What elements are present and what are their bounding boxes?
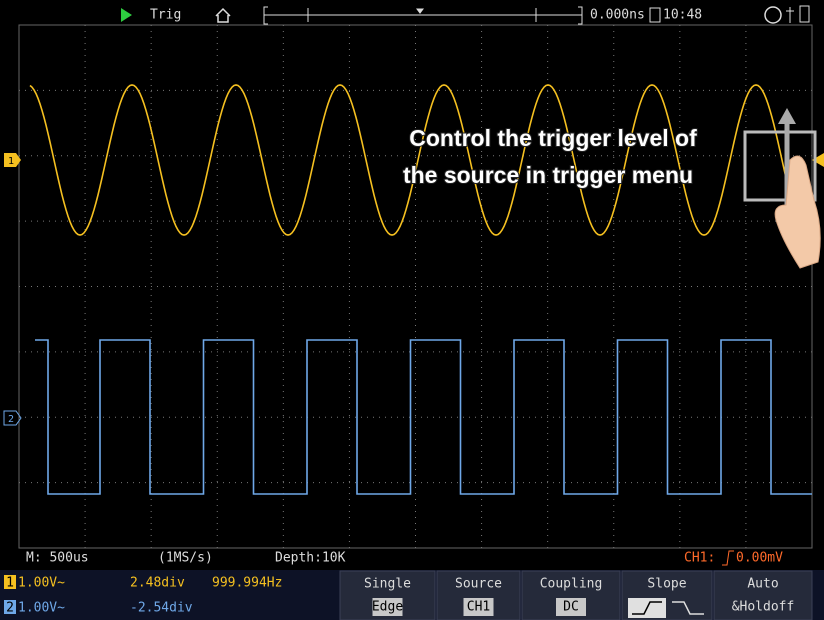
time-offset: 0.000ns bbox=[590, 8, 645, 23]
ch1-badge-label: 1 bbox=[6, 576, 14, 591]
annotation-line: the source in trigger menu bbox=[403, 162, 693, 188]
softkey-label: Auto bbox=[747, 577, 778, 592]
softkey-label: Source bbox=[455, 577, 502, 592]
ch1-scale: 1.00V~ bbox=[18, 576, 65, 591]
annotation-line: Control the trigger level of bbox=[409, 125, 697, 151]
ch2-badge-label: 2 bbox=[6, 601, 14, 616]
clock: 10:48 bbox=[663, 8, 702, 23]
ch1-position: 2.48div bbox=[130, 576, 185, 591]
softkey-label: Coupling bbox=[540, 577, 603, 592]
softkey-value: CH1 bbox=[467, 600, 490, 615]
softkey-value: &Holdoff bbox=[732, 600, 795, 615]
sample-rate: (1MS/s) bbox=[158, 551, 213, 566]
trigger-source: CH1: bbox=[684, 551, 715, 566]
softkey-value: Edge bbox=[372, 600, 403, 615]
ch2-scale: 1.00V~ bbox=[18, 601, 65, 616]
ch2-marker-label: 2 bbox=[8, 414, 14, 425]
timebase: M: 500us bbox=[26, 551, 89, 566]
softkey-label: Slope bbox=[647, 577, 686, 592]
memory-depth: Depth:10K bbox=[275, 551, 346, 566]
ch2-position: -2.54div bbox=[130, 601, 193, 616]
trigger-level: 0.00mV bbox=[736, 551, 783, 566]
trigger-status: Trig bbox=[150, 8, 181, 23]
ch1-frequency: 999.994Hz bbox=[212, 576, 282, 591]
softkey-value: DC bbox=[563, 600, 579, 615]
ch1-marker-label: 1 bbox=[8, 156, 14, 167]
softkey-menu: Single Edge Source CH1 Coupling DC Slope Auto&H… bbox=[340, 571, 812, 620]
softkey-label: Single bbox=[364, 577, 411, 592]
oscilloscope-screen: Trig 0.000ns 10:48 1 2 Control the trigg… bbox=[0, 0, 824, 620]
